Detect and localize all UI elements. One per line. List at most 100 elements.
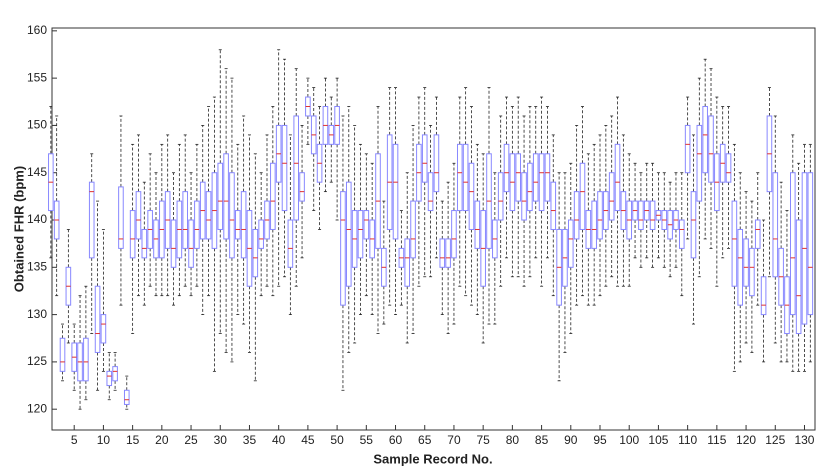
box xyxy=(749,247,755,297)
box xyxy=(456,143,463,212)
x-tick-label: 125 xyxy=(765,433,785,447)
box xyxy=(118,186,124,249)
box xyxy=(731,200,738,287)
box xyxy=(725,153,732,183)
x-tick-label: 55 xyxy=(360,433,374,447)
box xyxy=(573,191,580,240)
box xyxy=(737,228,744,306)
box xyxy=(521,172,527,221)
x-tick-label: 40 xyxy=(272,433,286,447)
x-tick-label: 75 xyxy=(476,433,490,447)
box xyxy=(392,143,399,240)
box xyxy=(451,210,457,259)
box xyxy=(678,219,685,249)
box xyxy=(684,124,691,174)
box xyxy=(129,210,136,259)
box xyxy=(410,200,416,259)
x-tick-label: 35 xyxy=(243,433,257,447)
box xyxy=(702,106,708,174)
box xyxy=(445,238,451,268)
box xyxy=(404,238,411,287)
box xyxy=(708,115,714,183)
y-tick-label: 155 xyxy=(27,70,47,84)
y-tick-label: 150 xyxy=(27,118,47,132)
box xyxy=(141,228,148,259)
box xyxy=(345,181,352,287)
x-tick-label: 65 xyxy=(418,433,432,447)
box xyxy=(649,200,656,230)
box xyxy=(538,153,545,212)
x-tick-label: 30 xyxy=(214,433,228,447)
y-tick-label: 135 xyxy=(27,259,47,273)
plot-frame xyxy=(51,27,816,431)
box xyxy=(427,172,434,212)
box xyxy=(789,172,796,316)
box xyxy=(112,366,118,382)
box xyxy=(205,191,212,240)
box xyxy=(217,162,224,230)
box xyxy=(544,153,551,202)
y-tick-label: 125 xyxy=(27,354,47,368)
box xyxy=(287,219,294,268)
box xyxy=(223,153,229,240)
x-tick-label: 130 xyxy=(794,433,814,447)
box xyxy=(807,172,814,316)
y-tick-label: 160 xyxy=(27,23,47,37)
box xyxy=(474,200,481,249)
box xyxy=(59,337,66,372)
box xyxy=(754,219,761,249)
box xyxy=(550,181,557,230)
box xyxy=(281,124,288,212)
x-axis-label: Sample Record No. xyxy=(373,451,492,466)
x-tick-label: 90 xyxy=(564,433,578,447)
box xyxy=(608,172,615,221)
box xyxy=(106,370,113,387)
box xyxy=(743,238,749,287)
box xyxy=(503,143,510,193)
x-tick-label: 85 xyxy=(535,433,549,447)
box xyxy=(527,162,533,212)
box xyxy=(515,153,522,202)
box xyxy=(94,285,101,353)
box xyxy=(567,219,574,268)
box xyxy=(591,200,597,249)
box xyxy=(123,389,130,405)
y-tick-label: 130 xyxy=(27,307,47,321)
box xyxy=(182,191,189,249)
x-tick-label: 80 xyxy=(506,433,520,447)
x-tick-label: 115 xyxy=(707,433,726,447)
box xyxy=(234,210,241,240)
x-tick-label: 20 xyxy=(155,433,169,447)
box xyxy=(340,191,346,306)
x-tick-label: 10 xyxy=(97,433,111,447)
box xyxy=(462,143,469,212)
box xyxy=(83,337,89,382)
x-tick-label: 60 xyxy=(389,433,403,447)
x-tick-label: 70 xyxy=(447,433,461,447)
box xyxy=(100,314,107,344)
box xyxy=(240,191,247,259)
box xyxy=(696,124,703,202)
y-tick-label: 140 xyxy=(27,212,47,226)
x-tick-label: 110 xyxy=(678,433,697,447)
box xyxy=(170,219,177,268)
box xyxy=(194,200,200,249)
x-tick-label: 50 xyxy=(330,433,344,447)
x-tick-label: 120 xyxy=(736,433,756,447)
box xyxy=(88,181,95,259)
box xyxy=(188,219,194,268)
box xyxy=(299,172,305,202)
box xyxy=(760,276,767,316)
box xyxy=(252,228,259,278)
x-tick-label: 15 xyxy=(126,433,140,447)
x-tick-label: 25 xyxy=(184,433,198,447)
x-tick-label: 5 xyxy=(71,433,78,447)
box xyxy=(497,172,504,221)
x-tick-label: 105 xyxy=(648,433,668,447)
box xyxy=(439,238,446,268)
box xyxy=(229,172,235,259)
box xyxy=(270,162,276,230)
y-tick-label: 120 xyxy=(27,401,47,415)
